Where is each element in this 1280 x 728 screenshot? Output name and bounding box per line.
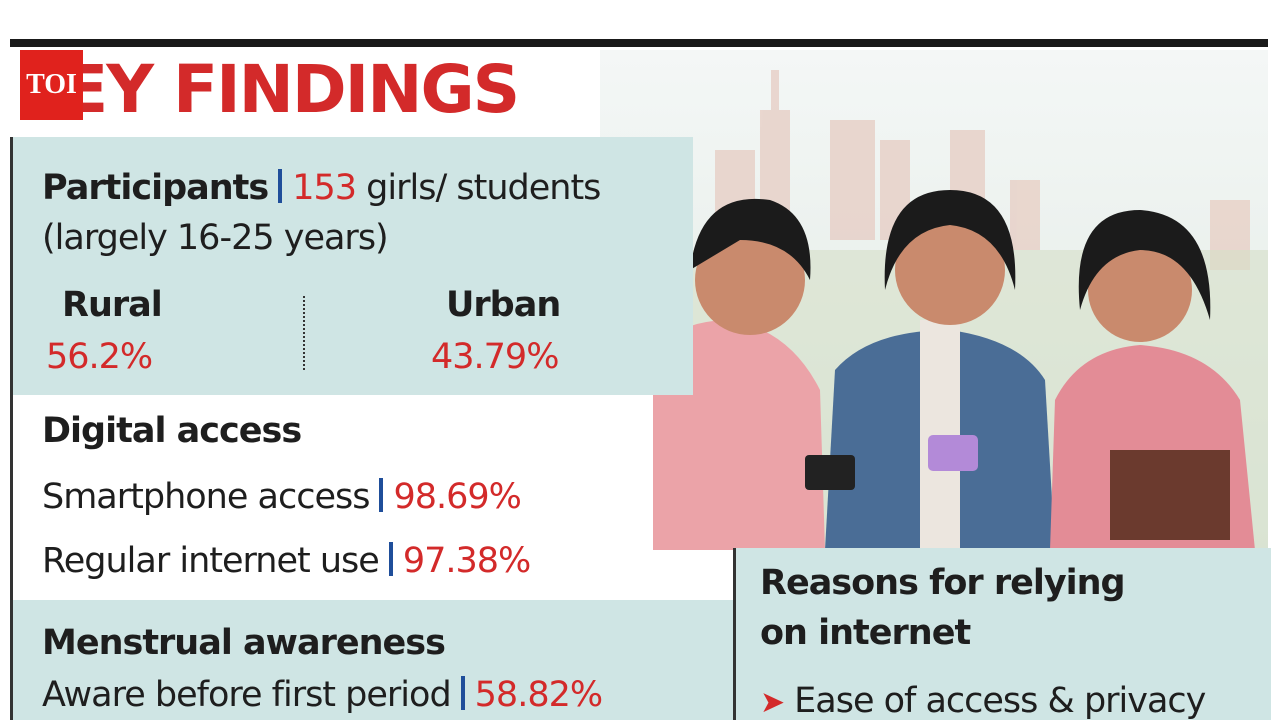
illustration (600, 50, 1268, 550)
urban-label: Urban (446, 285, 561, 325)
urban-value: 43.79% (431, 337, 559, 377)
reasons-panel (733, 548, 1271, 720)
title: KEY FINDINGS (14, 51, 520, 128)
separator (388, 542, 393, 576)
separator (278, 169, 283, 203)
reason-item: ➤ Ease of access & privacy (760, 676, 1206, 728)
digital-item: Smartphone access 98.69% (42, 472, 522, 522)
rural-label: Rural (62, 285, 163, 325)
participants-panel (10, 137, 693, 395)
participants-text: Participants 153 girls/ students (largely… (42, 163, 642, 263)
item-value: 58.82% (474, 675, 603, 715)
item-label: Aware before first period (42, 675, 452, 715)
menstrual-item: Aware before first period 58.82% (42, 670, 603, 720)
logo: TOI (20, 50, 83, 120)
digital-panel (10, 395, 653, 600)
menstrual-panel (10, 600, 733, 720)
participants-count: 153 (292, 168, 357, 208)
rural-value: 56.2% (46, 337, 153, 377)
digital-heading: Digital access (42, 411, 302, 451)
item-value: 97.38% (402, 541, 531, 581)
separator (460, 676, 465, 710)
item-label: Smartphone access (42, 477, 370, 517)
item-value: 98.69% (393, 477, 521, 517)
participants-description: girls/ students (largely 16-25 years) (42, 168, 601, 258)
digital-item: Regular internet use 97.38% (42, 536, 531, 586)
arrow-icon: ➤ (760, 685, 785, 720)
top-rule (10, 39, 1268, 47)
menstrual-heading: Menstrual awareness (42, 623, 446, 663)
item-label: Regular internet use (42, 541, 380, 581)
reason-text: Ease of access & privacy (794, 681, 1206, 721)
separator (379, 478, 384, 512)
divider (303, 296, 305, 370)
reasons-heading: Reasons for relying on internet (760, 563, 1126, 653)
participants-label: Participants (42, 168, 269, 208)
